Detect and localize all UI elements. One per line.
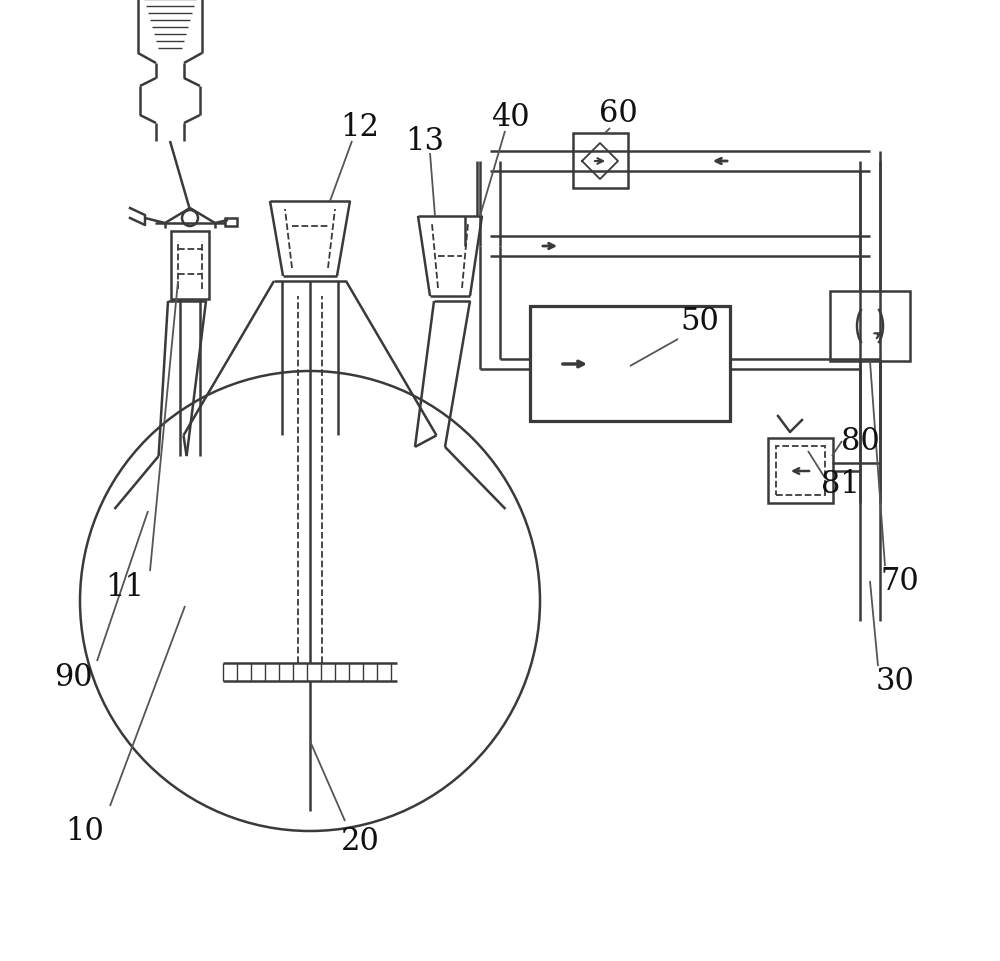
Bar bbox=[830, 292, 910, 361]
Bar bbox=[776, 447, 825, 496]
Text: 20: 20 bbox=[341, 825, 379, 856]
Text: 81: 81 bbox=[821, 469, 859, 500]
Text: 30: 30 bbox=[876, 666, 914, 697]
Bar bbox=[171, 232, 209, 300]
Bar bbox=[573, 134, 628, 188]
Text: 10: 10 bbox=[66, 816, 104, 847]
Bar bbox=[768, 438, 833, 504]
Text: 13: 13 bbox=[406, 126, 445, 158]
Text: 50: 50 bbox=[681, 307, 719, 337]
Text: 60: 60 bbox=[599, 98, 637, 130]
Bar bbox=[530, 307, 730, 422]
Text: 90: 90 bbox=[54, 661, 92, 692]
Text: 80: 80 bbox=[841, 426, 879, 457]
Text: 70: 70 bbox=[881, 566, 919, 597]
Text: 11: 11 bbox=[106, 571, 145, 602]
Bar bbox=[225, 219, 237, 227]
Text: 12: 12 bbox=[341, 111, 380, 142]
Text: 40: 40 bbox=[491, 102, 529, 133]
